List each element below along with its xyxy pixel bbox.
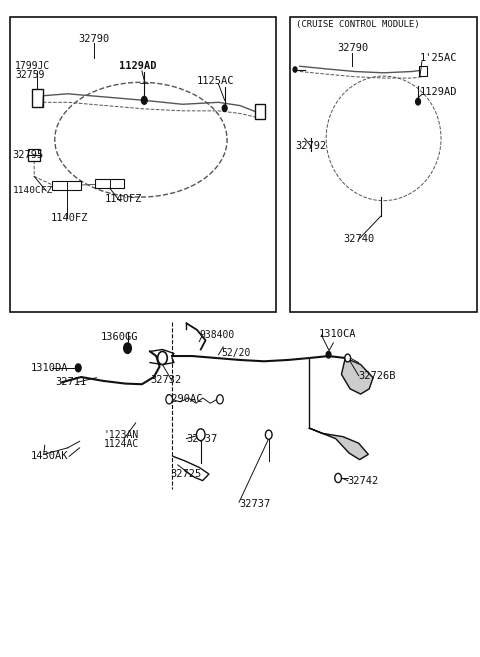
Circle shape [222, 105, 227, 112]
Circle shape [216, 395, 223, 404]
Text: 32790: 32790 [337, 43, 368, 53]
Bar [290, 17, 477, 312]
Circle shape [166, 395, 172, 404]
Circle shape [345, 354, 350, 362]
Text: 1125AC: 1125AC [197, 76, 234, 85]
Text: 32725: 32725 [170, 469, 202, 479]
Circle shape [142, 97, 147, 104]
Circle shape [326, 351, 331, 358]
Circle shape [293, 67, 297, 72]
Circle shape [124, 343, 132, 353]
Text: 32740: 32740 [343, 235, 374, 244]
Text: 32790: 32790 [78, 34, 109, 44]
Text: '123AN: '123AN [104, 430, 139, 440]
Text: 32742: 32742 [348, 476, 379, 486]
Bar [52, 181, 81, 190]
Circle shape [157, 351, 167, 365]
Bar [32, 89, 43, 107]
Bar [10, 17, 276, 312]
Text: 1140FZ: 1140FZ [105, 194, 143, 204]
Circle shape [335, 474, 341, 483]
Polygon shape [310, 428, 368, 460]
Text: 52/20: 52/20 [221, 348, 250, 358]
Text: (CRUISE CONTROL MODULE): (CRUISE CONTROL MODULE) [297, 20, 420, 30]
Bar [255, 104, 265, 119]
Text: 1310DA: 1310DA [30, 363, 68, 373]
Text: 32732: 32732 [150, 374, 181, 384]
Text: 32737: 32737 [239, 499, 270, 509]
Text: 938400: 938400 [199, 330, 235, 340]
Text: 1'25AC: 1'25AC [420, 53, 457, 63]
Text: 32792: 32792 [295, 141, 326, 151]
Text: 1799JC: 1799JC [15, 61, 50, 71]
Text: 32759: 32759 [15, 70, 45, 80]
Circle shape [265, 430, 272, 440]
Text: 32711: 32711 [56, 377, 87, 387]
Bar [96, 179, 124, 188]
Circle shape [416, 99, 420, 105]
Text: 1129AD: 1129AD [120, 61, 157, 71]
Circle shape [196, 429, 205, 441]
Text: 1290AC: 1290AC [166, 394, 204, 404]
Text: 1140CFZ: 1140CFZ [12, 187, 53, 195]
Bar [28, 149, 40, 161]
Text: 1140FZ: 1140FZ [51, 214, 88, 223]
Text: 32737: 32737 [186, 434, 217, 443]
Text: 1129AD: 1129AD [420, 87, 457, 97]
Text: 1124AC: 1124AC [104, 439, 139, 449]
Text: 32726B: 32726B [359, 371, 396, 380]
Circle shape [75, 364, 81, 372]
Text: 1430AK: 1430AK [30, 451, 68, 461]
Bar [419, 66, 427, 76]
Polygon shape [341, 358, 373, 394]
Text: 32795: 32795 [12, 150, 44, 160]
Text: 1360GG: 1360GG [101, 332, 138, 342]
Text: 1310CA: 1310CA [319, 328, 357, 339]
